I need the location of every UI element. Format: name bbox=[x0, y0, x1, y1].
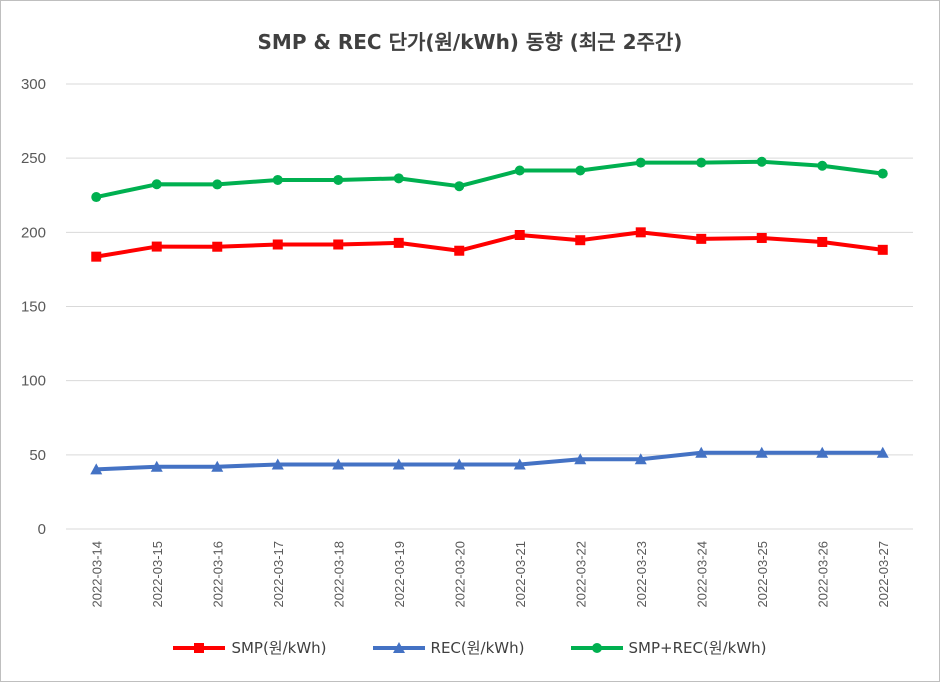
y-tick-label: 200 bbox=[21, 224, 46, 241]
data-point-rec bbox=[695, 446, 708, 458]
legend-item-smp-rec: SMP+REC(원/kWh) bbox=[570, 637, 767, 658]
data-point-smp bbox=[272, 239, 283, 250]
x-tick-label: 2022-03-26 bbox=[815, 541, 830, 608]
x-tick-label: 2022-03-16 bbox=[210, 541, 225, 608]
data-point-smp bbox=[817, 236, 828, 247]
data-point-smp-rec bbox=[877, 168, 888, 179]
legend-swatch-rec bbox=[372, 641, 425, 653]
data-point-smp-rec bbox=[635, 157, 646, 168]
legend-item-rec: REC(원/kWh) bbox=[372, 637, 525, 658]
series-line-rec bbox=[96, 450, 883, 472]
x-tick-label: 2022-03-18 bbox=[331, 541, 346, 608]
data-point-smp bbox=[877, 244, 888, 255]
data-point-smp bbox=[514, 230, 525, 241]
x-tick-label: 2022-03-27 bbox=[876, 541, 891, 608]
y-tick-label: 50 bbox=[29, 447, 46, 464]
data-point-smp bbox=[212, 241, 223, 252]
data-point-rec bbox=[90, 463, 103, 475]
data-point-rec bbox=[755, 446, 768, 458]
x-tick-label: 2022-03-25 bbox=[755, 541, 770, 608]
x-tick-label: 2022-03-15 bbox=[150, 541, 165, 608]
data-point-smp bbox=[151, 241, 162, 252]
legend: SMP(원/kWh) REC(원/kWh) SMP+REC(원/kWh) bbox=[0, 637, 940, 658]
legend-item-smp: SMP(원/kWh) bbox=[173, 637, 327, 658]
data-point-smp bbox=[696, 233, 707, 244]
y-tick-label: 100 bbox=[21, 373, 46, 390]
data-point-rec bbox=[453, 458, 466, 470]
x-tick-label: 2022-03-20 bbox=[452, 541, 467, 608]
data-point-smp-rec bbox=[151, 179, 162, 190]
data-point-rec bbox=[211, 460, 224, 472]
data-point-rec bbox=[574, 453, 587, 465]
x-tick-label: 2022-03-17 bbox=[271, 541, 286, 608]
data-point-smp bbox=[635, 227, 646, 238]
y-tick-label: 0 bbox=[38, 521, 46, 538]
x-tick-label: 2022-03-24 bbox=[694, 541, 709, 608]
data-point-rec bbox=[150, 460, 163, 472]
x-tick-label: 2022-03-21 bbox=[513, 541, 528, 608]
x-tick-label: 2022-03-22 bbox=[573, 541, 588, 608]
data-point-smp-rec bbox=[333, 174, 344, 185]
data-point-rec bbox=[876, 446, 889, 458]
data-point-smp bbox=[454, 245, 465, 256]
data-point-smp-rec bbox=[212, 179, 223, 190]
data-point-smp-rec bbox=[696, 157, 707, 168]
data-point-smp-rec bbox=[575, 165, 586, 176]
data-point-rec bbox=[513, 458, 526, 470]
legend-label-smp-rec: SMP+REC(원/kWh) bbox=[628, 639, 767, 657]
series-line-smp bbox=[95, 230, 884, 259]
data-point-smp-rec bbox=[454, 181, 465, 192]
data-point-rec bbox=[332, 458, 345, 470]
chart-title: SMP & REC 단가(원/kWh) 동향 (최근 2주간) bbox=[257, 30, 683, 54]
y-tick-label: 150 bbox=[21, 299, 46, 316]
series-line-smp-rec bbox=[95, 159, 884, 199]
data-point-smp-rec bbox=[514, 165, 525, 176]
data-point-rec bbox=[392, 458, 405, 470]
data-point-smp-rec bbox=[272, 174, 283, 185]
data-point-rec bbox=[271, 458, 284, 470]
x-tick-label: 2022-03-23 bbox=[634, 541, 649, 608]
legend-swatch-smp-rec bbox=[570, 642, 623, 653]
legend-label-smp: SMP(원/kWh) bbox=[231, 639, 327, 657]
data-point-smp bbox=[756, 232, 767, 243]
data-point-rec bbox=[634, 453, 647, 465]
legend-swatch-smp bbox=[173, 642, 226, 653]
data-point-smp bbox=[91, 251, 102, 262]
data-point-rec bbox=[816, 446, 829, 458]
data-point-smp bbox=[393, 237, 404, 248]
data-point-smp bbox=[575, 235, 586, 246]
y-tick-label: 250 bbox=[21, 150, 46, 167]
data-point-smp-rec bbox=[817, 160, 828, 171]
x-tick-label: 2022-03-14 bbox=[89, 541, 104, 608]
legend-label-rec: REC(원/kWh) bbox=[430, 639, 525, 657]
data-point-smp-rec bbox=[91, 192, 102, 203]
data-point-smp-rec bbox=[393, 173, 404, 184]
data-point-smp-rec bbox=[756, 156, 767, 167]
data-point-smp bbox=[333, 239, 344, 250]
y-tick-label: 300 bbox=[21, 76, 46, 93]
x-tick-label: 2022-03-19 bbox=[392, 541, 407, 608]
